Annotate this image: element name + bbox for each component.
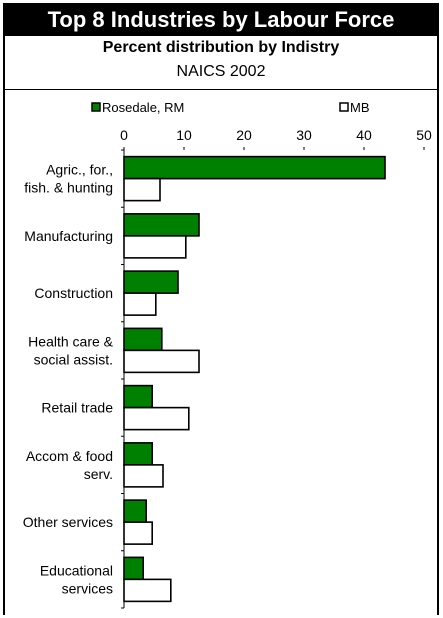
- bar-mb: [123, 349, 200, 374]
- bar-mb: [123, 406, 190, 431]
- header-divider: [5, 89, 437, 90]
- x-tick-label: 0: [120, 127, 128, 143]
- bar-rosedale: [123, 155, 386, 180]
- bar-mb: [123, 235, 187, 259]
- category-label: Construction: [34, 285, 113, 301]
- chart-frame: [3, 3, 439, 615]
- bar-mb: [123, 521, 154, 545]
- bar-rosedale: [123, 384, 154, 409]
- x-tick-label: 30: [296, 127, 312, 143]
- chart-subtitle: Percent distribution by Indistry: [102, 39, 340, 56]
- chart-title: Top 8 Industries by Labour Force: [3, 3, 439, 36]
- bar-rosedale: [123, 213, 200, 237]
- bar-rosedale: [123, 556, 145, 581]
- bar-mb: [123, 292, 157, 316]
- category-label: Retail trade: [41, 400, 113, 416]
- bar-mb: [123, 578, 172, 603]
- category-label: Agric., for., fish. & hunting: [24, 162, 113, 196]
- bar-rosedale: [123, 327, 163, 352]
- legend-label: Rosedale, RM: [102, 100, 184, 115]
- legend-swatch: [339, 102, 349, 112]
- x-tick-label: 50: [416, 127, 432, 143]
- chart-classification: NAICS 2002: [176, 63, 266, 80]
- bar-rosedale: [123, 499, 148, 523]
- x-tick-label: 10: [176, 127, 192, 143]
- legend-swatch: [91, 102, 101, 112]
- x-tick-label: 20: [236, 127, 252, 143]
- x-tick-label: 40: [356, 127, 372, 143]
- bar-rosedale: [123, 442, 154, 466]
- category-label: Manufacturing: [24, 228, 113, 244]
- category-label: Other services: [23, 514, 113, 530]
- category-label: Accom & food serv.: [26, 448, 113, 482]
- bar-mb: [123, 177, 161, 202]
- category-label: Health care & social assist.: [28, 333, 113, 367]
- category-label: Educational services: [40, 562, 113, 596]
- bar-rosedale: [123, 270, 179, 294]
- bar-mb: [123, 464, 164, 488]
- legend-label: MB: [350, 100, 370, 115]
